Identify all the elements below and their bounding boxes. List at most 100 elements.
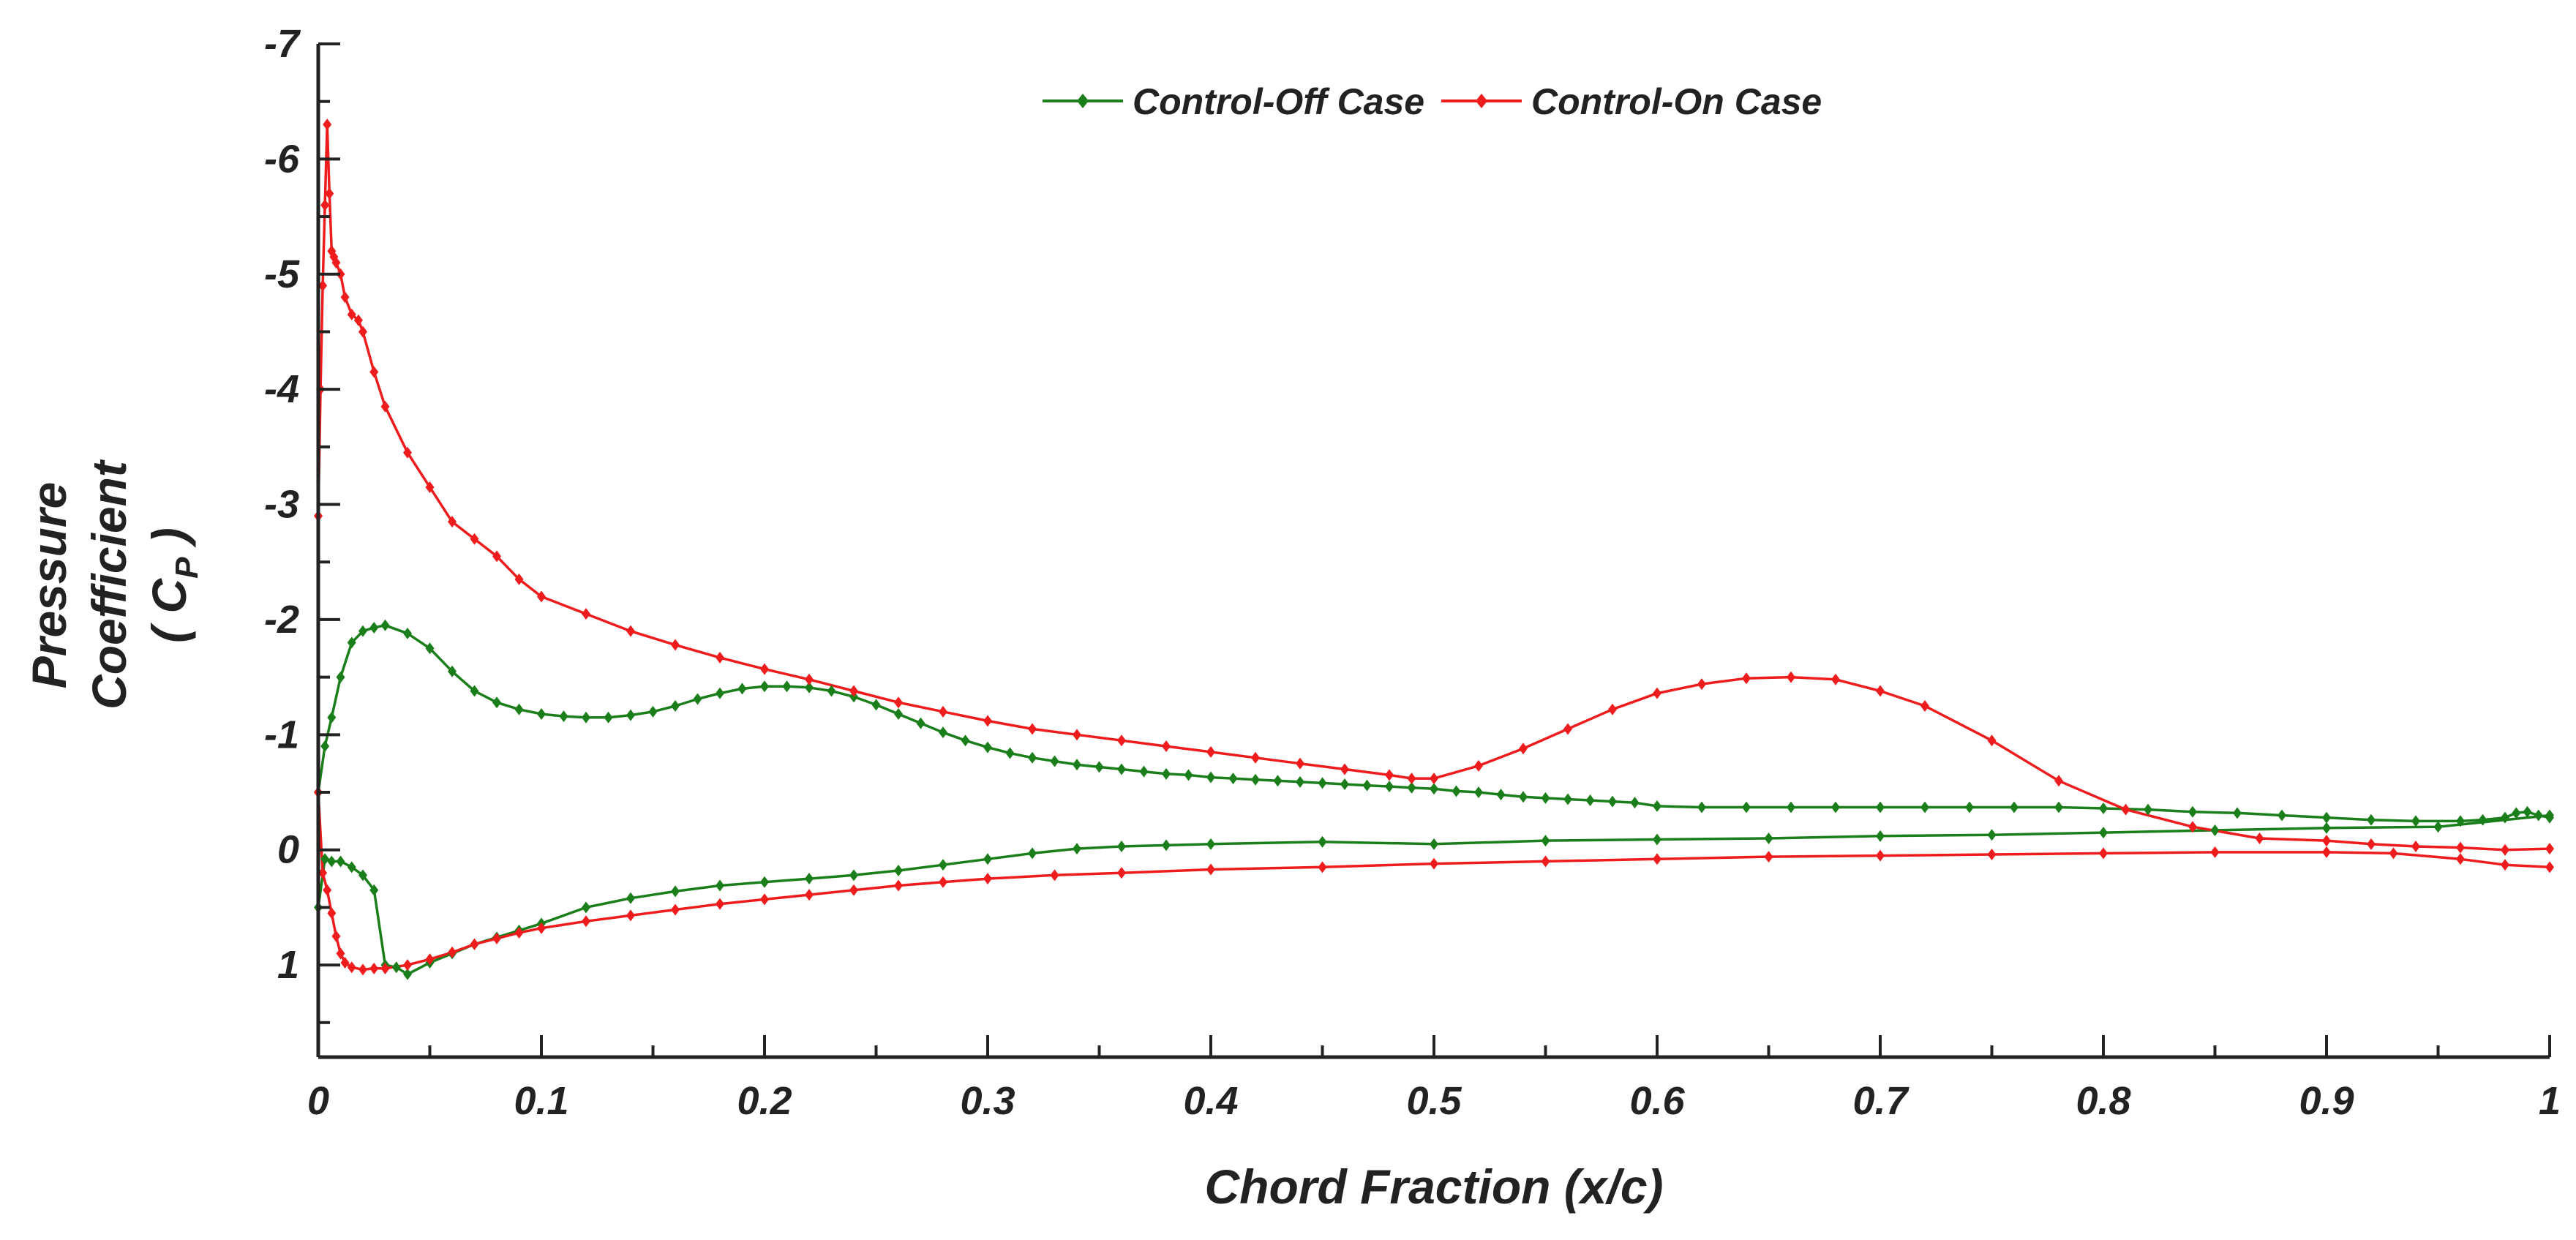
control-off-case-point xyxy=(849,869,858,882)
control-off-case-point xyxy=(1362,779,1372,792)
control-on-case-point xyxy=(1430,773,1438,785)
control-off-case-point xyxy=(2367,813,2376,826)
y-tick-label: -7 xyxy=(264,22,301,66)
control-on-case-point xyxy=(1608,703,1617,715)
control-off-case-point xyxy=(604,711,613,724)
x-tick-label: 0.8 xyxy=(2076,1079,2130,1123)
control-off-case-point xyxy=(1117,840,1126,852)
control-on-case-point xyxy=(1519,743,1528,755)
control-off-case-point xyxy=(2210,824,2220,836)
control-on-case-point xyxy=(340,291,350,304)
control-on-case-point xyxy=(320,199,330,211)
control-on-case-point xyxy=(849,685,858,697)
control-off-case-point xyxy=(2478,813,2487,826)
control-off-case-point xyxy=(1653,800,1661,812)
control-off-case-point xyxy=(514,703,524,715)
control-off-case-point xyxy=(939,859,947,871)
control-off-case-point xyxy=(671,699,680,712)
control-off-case-point xyxy=(380,619,390,631)
control-off-case-point xyxy=(336,855,345,868)
x-tick-label: 0.4 xyxy=(1183,1079,1238,1123)
control-off-case-point xyxy=(1920,801,1929,813)
control-off-case-point xyxy=(369,621,379,634)
control-off-case-point xyxy=(1742,801,1751,813)
control-off-case-point xyxy=(648,705,658,718)
control-on-case-point xyxy=(1028,723,1037,735)
legend-control-off-label: Control-Off Case xyxy=(1133,81,1424,122)
control-on-case-point xyxy=(2456,853,2465,865)
control-on-case-point xyxy=(448,516,457,528)
control-on-case-point xyxy=(323,119,332,131)
x-tick-label: 0 xyxy=(307,1079,329,1123)
control-off-case-point xyxy=(1452,785,1461,797)
y-axis-title: Pressure Coefficient ( CP ) xyxy=(22,459,205,710)
control-off-case-point xyxy=(894,707,903,720)
control-off-case-point xyxy=(1028,847,1037,860)
control-off-case-point xyxy=(716,879,724,892)
control-off-case-point xyxy=(2523,805,2532,818)
control-on-case-point xyxy=(2322,846,2331,858)
control-on-case-point xyxy=(1541,855,1550,868)
control-on-case-point xyxy=(2054,775,2063,787)
control-off-case-point xyxy=(626,892,635,904)
control-on-case-point xyxy=(1050,869,1059,882)
control-on-case-point xyxy=(325,187,334,200)
control-off-case-point xyxy=(2054,801,2063,813)
control-off-case-point xyxy=(961,734,970,747)
tick-labels: -7 -6 -5 -4 -3 -2 -1 0 1 0 0.1 0.2 0.3 0.4 0.5 0.6 0.7 0.… xyxy=(264,22,2561,1123)
control-on-case-point xyxy=(2389,847,2398,860)
control-off-case-point xyxy=(2099,803,2108,815)
control-off-case-point xyxy=(1385,781,1394,793)
control-on-case-point xyxy=(425,481,435,493)
control-off-case-point xyxy=(1541,792,1550,804)
control-off-case-point xyxy=(1541,835,1550,847)
control-on-case-point xyxy=(2545,861,2554,873)
control-on-case-point xyxy=(1787,671,1795,683)
control-off-case-point xyxy=(403,627,412,639)
control-off-case-point xyxy=(582,711,590,724)
control-on-case-point xyxy=(358,326,367,338)
control-on-case-point xyxy=(939,876,947,888)
control-on-case-point xyxy=(369,366,379,378)
control-off-case-point xyxy=(1764,832,1773,844)
control-on-case-point xyxy=(760,663,769,675)
control-on-case-point xyxy=(425,953,435,966)
control-on-case-point xyxy=(358,963,367,976)
control-off-case-point xyxy=(939,726,947,739)
control-off-case-point xyxy=(2501,811,2509,824)
control-on-case-point xyxy=(1162,740,1171,753)
control-off-case-point xyxy=(1563,793,1572,805)
control-on-case-point xyxy=(2188,821,2197,833)
control-on-case-point xyxy=(353,314,363,326)
control-off-case-point xyxy=(2512,807,2521,819)
control-on-case-point xyxy=(983,715,992,727)
control-off-case-point xyxy=(1184,769,1193,781)
control-off-case-point xyxy=(983,741,992,754)
control-off-case-point xyxy=(2433,821,2443,833)
control-off-case-point xyxy=(1608,795,1617,808)
control-off-case-point xyxy=(1139,765,1149,778)
control-off-case-point xyxy=(1519,791,1528,803)
legend-control-on-marker xyxy=(1476,94,1487,108)
control-off-case-point xyxy=(448,665,457,677)
control-on-case-point xyxy=(1920,699,1929,712)
control-on-case-point xyxy=(403,446,412,459)
control-off-case-point xyxy=(894,865,903,877)
control-on-case-point xyxy=(1073,729,1081,741)
control-off-case-point xyxy=(1430,838,1438,850)
control-off-case-point xyxy=(2233,807,2242,819)
control-on-case-point xyxy=(1987,734,1997,747)
control-off-case-point xyxy=(805,681,814,694)
y-tick-label: -5 xyxy=(264,252,300,296)
control-on-case-point xyxy=(1474,759,1483,772)
control-on-case-point xyxy=(582,608,590,620)
control-off-case-point xyxy=(347,636,356,649)
control-on-case-point xyxy=(2456,841,2465,854)
control-off-case-point xyxy=(1318,777,1327,789)
control-on-case-point xyxy=(514,927,524,939)
control-on-case-point xyxy=(716,651,724,664)
y-tick-label: -6 xyxy=(264,137,300,181)
control-on-case-point xyxy=(1117,867,1126,879)
control-on-case-point xyxy=(1407,773,1416,785)
